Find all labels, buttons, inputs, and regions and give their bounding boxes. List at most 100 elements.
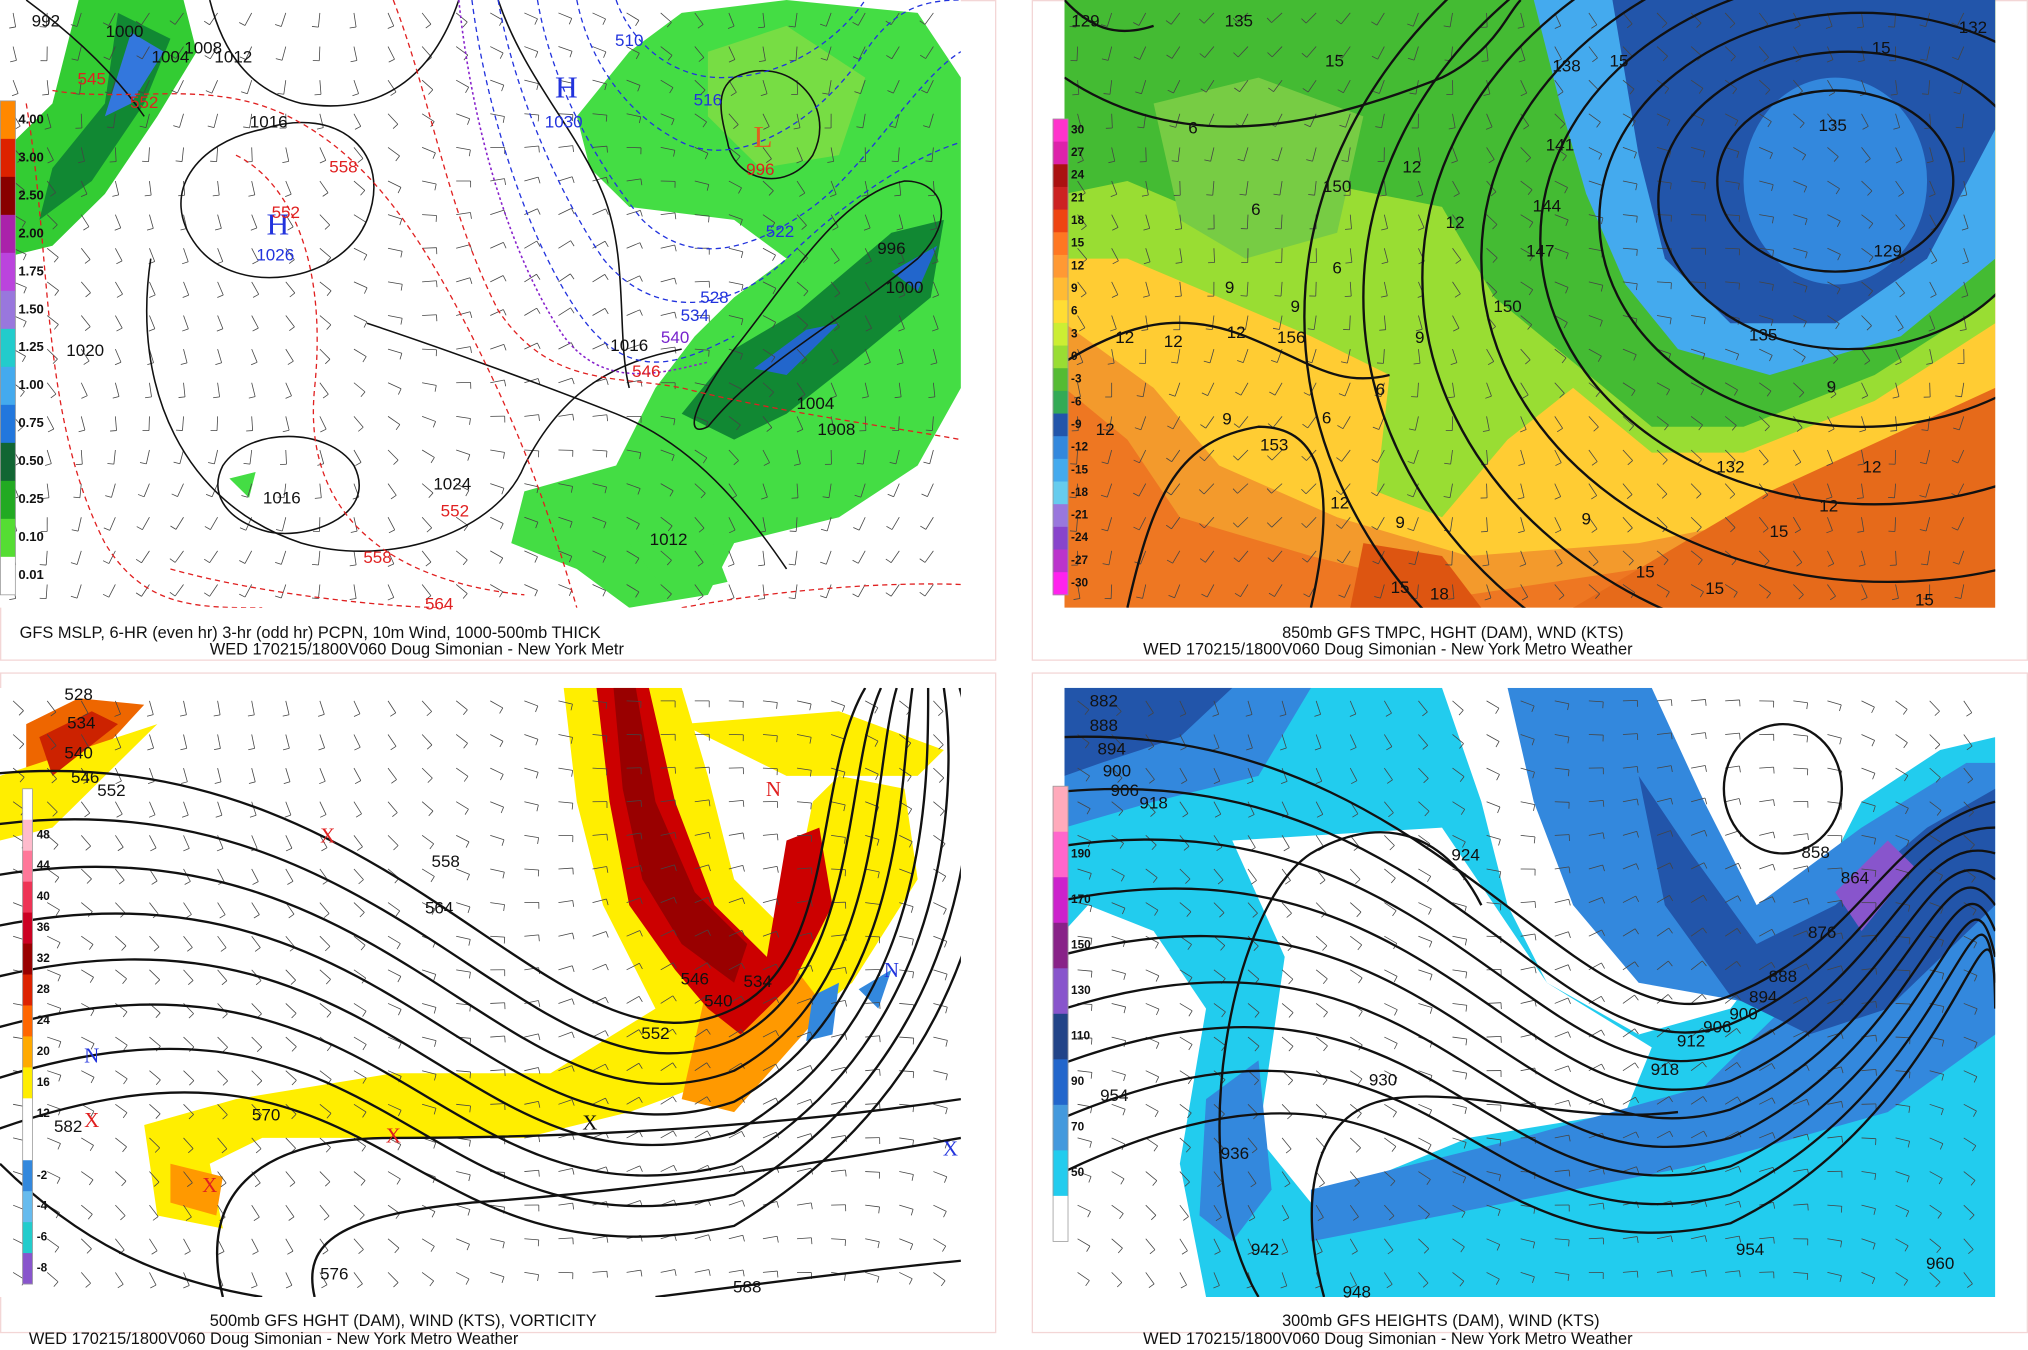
wind-barb <box>1861 113 1869 127</box>
wind-barb-flag <box>151 880 158 885</box>
wind-barb-flag <box>640 1270 643 1277</box>
wind-barb-flag <box>1086 808 1091 815</box>
wind-barb-flag <box>1201 593 1208 598</box>
wind-barb <box>1384 1003 1398 1011</box>
wind-barb <box>319 483 322 498</box>
wind-barb-flag <box>1702 1061 1707 1068</box>
wind-barb-flag <box>1731 425 1737 431</box>
wind-barb-flag <box>1836 220 1841 227</box>
wind-barb <box>660 483 674 492</box>
wind-barb <box>592 734 607 737</box>
wind-barb <box>524 307 537 316</box>
wind-barb <box>245 46 253 60</box>
wind-barb <box>796 113 801 128</box>
wind-barb-flag <box>1520 429 1527 433</box>
colorbar-swatch <box>1052 481 1069 505</box>
wind-barb <box>1213 700 1220 715</box>
wind-barb-flag <box>120 1215 126 1221</box>
wind-barb <box>933 700 944 712</box>
colorbar-swatch <box>1052 186 1069 210</box>
wind-barb <box>1383 700 1392 714</box>
wind-barb <box>490 767 504 775</box>
wind-barb-flag <box>350 60 358 63</box>
wind-barb-flag <box>605 1030 609 1037</box>
wind-barb <box>422 348 437 351</box>
wind-barb <box>353 969 366 979</box>
wind-barb <box>927 483 934 497</box>
wind-barb <box>246 80 253 94</box>
wind-barb <box>1111 1171 1125 1180</box>
wind-barb <box>1213 868 1224 881</box>
wind-barb-flag <box>205 493 213 498</box>
wind-barb-flag <box>702 457 708 464</box>
contour-label: 894 <box>1097 740 1125 759</box>
wind-barb-flag <box>741 930 746 937</box>
wind-barb-flag <box>637 488 641 495</box>
wind-barb <box>251 1003 262 1015</box>
wind-barb-flag <box>1534 933 1537 941</box>
wind-barb-flag <box>1392 910 1397 917</box>
wind-barb <box>1418 1171 1431 1180</box>
wind-barb-flag <box>1567 997 1571 1005</box>
wind-barb <box>626 550 640 559</box>
wind-barb <box>490 1103 505 1105</box>
wind-barb-flag <box>1428 908 1432 915</box>
wind-barb <box>1929 801 1942 811</box>
wind-barb <box>285 248 295 260</box>
wind-barb-flag <box>885 592 892 597</box>
wind-barb-flag <box>740 251 744 259</box>
wind-barb <box>244 550 253 564</box>
wind-barb <box>1690 1096 1704 1105</box>
wind-barb <box>1895 584 1899 599</box>
wind-barb <box>1281 801 1289 815</box>
wind-barb <box>353 902 365 913</box>
wind-barb-flag <box>1336 524 1342 529</box>
wind-barb-flag <box>136 55 143 60</box>
contour <box>1064 0 1522 128</box>
wind-barb <box>46 483 50 498</box>
wind-barb-flag <box>50 393 57 399</box>
wind-barb <box>860 483 866 498</box>
wind-barb <box>1827 180 1840 189</box>
wind-barb <box>1588 517 1598 530</box>
wind-barb <box>1520 214 1534 223</box>
wind-barb-flag <box>321 847 328 852</box>
contour <box>497 0 631 389</box>
wind-barb-flag <box>706 995 711 1002</box>
wind-barb-flag <box>1088 1176 1092 1183</box>
contour <box>366 322 788 570</box>
wind-barb-flag <box>23 254 27 261</box>
wind-barb <box>115 801 123 815</box>
contour-label: 132 <box>1959 18 1987 37</box>
contour-label: 15 <box>1610 52 1629 71</box>
wind-barb <box>1418 1103 1432 1111</box>
wind-barb-flag <box>252 1251 259 1255</box>
wind-barb <box>1247 902 1258 914</box>
wind-barb-flag <box>1951 527 1958 531</box>
wind-barb <box>558 113 573 115</box>
wind-barb <box>1656 315 1672 319</box>
wind-barb <box>830 248 840 261</box>
wind-barb-flag <box>672 1062 677 1069</box>
contour-label: 6 <box>1332 259 1341 278</box>
wind-barb-flag <box>1155 1042 1160 1049</box>
wind-barb-flag <box>1393 1077 1398 1084</box>
wind-barb <box>762 898 777 903</box>
wind-barb-flag <box>462 593 468 599</box>
wind-barb <box>1827 1272 1842 1277</box>
wind-barb <box>898 315 905 329</box>
wind-barb-flag <box>1806 963 1810 970</box>
wind-barb <box>174 550 184 563</box>
contour-label: 992 <box>32 12 60 31</box>
colorbar-swatch <box>1052 300 1069 324</box>
wind-barb <box>1204 46 1215 58</box>
wind-barb-flag <box>1090 971 1093 978</box>
wind-barb-flag <box>1567 1274 1570 1281</box>
contour-label: 12 <box>1402 158 1421 177</box>
wind-barb-flag <box>1668 353 1672 360</box>
wind-barb-flag <box>537 378 541 385</box>
wind-barb <box>1690 960 1703 971</box>
wind-barb-flag <box>1317 1217 1324 1222</box>
wind-barb-flag <box>1141 329 1148 331</box>
